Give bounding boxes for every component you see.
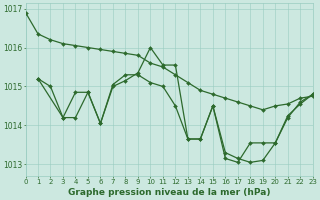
X-axis label: Graphe pression niveau de la mer (hPa): Graphe pression niveau de la mer (hPa)	[68, 188, 270, 197]
